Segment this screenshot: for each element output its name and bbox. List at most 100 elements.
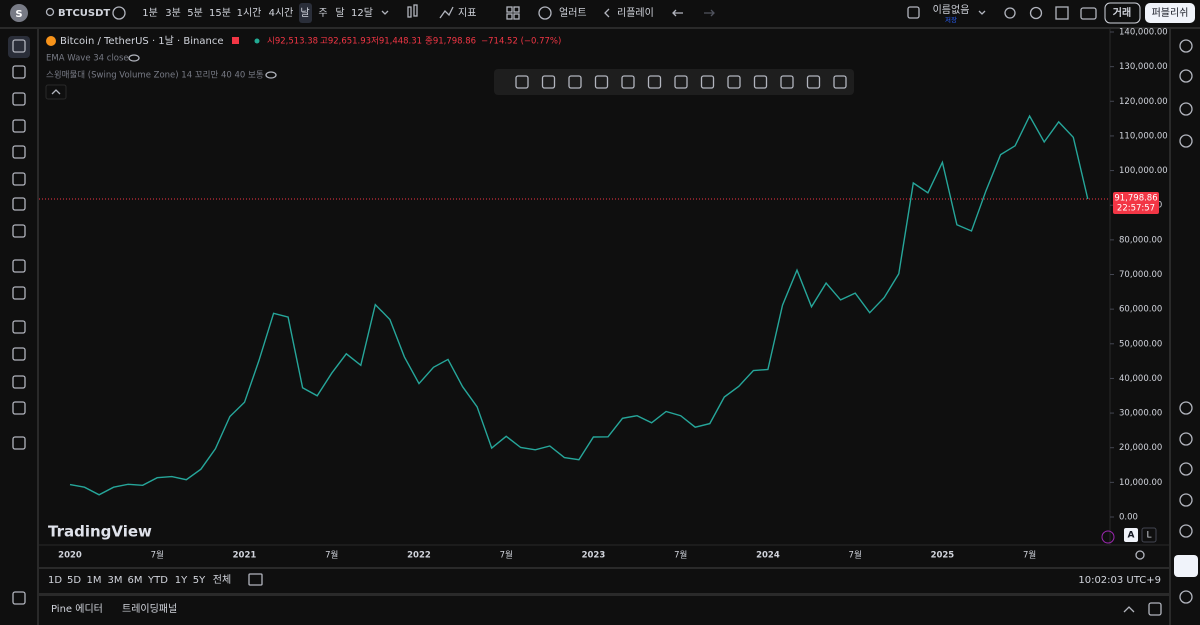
symbol[interactable]: BTCUSDT [58,8,110,19]
tool-icon[interactable] [12,436,26,450]
alert-button[interactable]: 얼러트 [559,7,587,19]
layout-icon[interactable] [506,6,513,13]
auto-scale[interactable]: A [1128,531,1135,541]
chart-type-icon[interactable] [413,4,418,17]
maximize-panel[interactable] [1148,602,1162,616]
drawing-tool[interactable] [753,75,768,89]
layout-checkbox[interactable] [907,6,920,19]
sidebar-icon[interactable] [1179,69,1193,83]
trade-button-box[interactable] [1104,2,1141,24]
drawing-tool[interactable] [568,75,582,89]
alert-icon[interactable] [538,6,552,20]
sidebar-icon[interactable] [1179,590,1193,604]
flag[interactable] [232,37,239,44]
interval-menu[interactable] [381,10,389,15]
drawing-tool[interactable] [780,75,794,89]
layout-icon[interactable] [506,13,513,20]
range-button[interactable]: 5Y [193,575,206,586]
layout-name[interactable]: 이름없음 [933,3,970,16]
publish-button-box[interactable] [1145,3,1195,23]
drawing-tool[interactable] [727,75,741,89]
undo[interactable] [672,9,683,17]
sidebar-icon[interactable] [1179,432,1193,446]
interval[interactable]: 주 [318,8,327,19]
visibility-toggle[interactable] [128,54,140,62]
tool-icon[interactable] [12,92,26,106]
apps-button[interactable] [1174,555,1198,577]
drawing-tool[interactable] [833,75,847,89]
quick-search[interactable] [1004,7,1016,19]
drawing-tool[interactable] [647,75,662,89]
publish-button[interactable]: 퍼블리쉬 [1152,7,1189,19]
tool-icon[interactable] [12,224,26,238]
interval[interactable]: 1분 [142,7,158,19]
tool-icon[interactable] [12,197,26,211]
snapshot[interactable] [1080,7,1097,20]
search-icon[interactable] [45,7,55,17]
sidebar-icon[interactable] [1179,102,1193,116]
ai-icon[interactable] [1101,530,1115,544]
tool-icon[interactable] [12,172,26,186]
tool-icon[interactable] [12,119,26,133]
drawing-tool[interactable] [594,75,609,89]
interval[interactable]: 12달 [351,7,373,19]
range-button[interactable]: 1Y [175,575,188,586]
compare-button[interactable] [112,6,126,20]
layout-menu[interactable] [978,10,986,15]
sidebar-icon[interactable] [1179,462,1193,476]
sidebar-icon[interactable] [1179,524,1193,538]
layout-icon[interactable] [513,6,520,13]
bottom-tab[interactable]: 트레이딩패널 [122,603,177,615]
tool-icon[interactable] [12,39,26,53]
range-button[interactable]: 1M [87,575,102,586]
range-button[interactable]: 3M [108,575,123,586]
interval[interactable]: 달 [335,7,344,19]
interval[interactable]: 날 [300,7,309,19]
drawing-tool[interactable] [541,75,556,89]
replay-button[interactable]: 리플레이 [617,7,654,19]
interval[interactable]: 4시간 [269,7,294,19]
tool-icon[interactable] [12,375,26,389]
auto-scale-box[interactable] [1124,528,1138,542]
drawing-tool[interactable] [674,75,688,89]
interval[interactable]: 5분 [187,7,203,19]
sidebar-icon[interactable] [1179,401,1193,415]
bottom-tab[interactable]: Pine 에디터 [51,603,103,615]
settings[interactable] [1029,6,1043,20]
indicator-icon[interactable] [439,6,454,19]
tool-icon[interactable] [12,320,26,334]
interval[interactable]: 1시간 [237,7,262,19]
replay-icon[interactable] [604,8,610,18]
interval[interactable]: 15분 [209,7,231,19]
fullscreen[interactable] [1055,6,1069,20]
drawing-tool[interactable] [700,75,715,89]
drawing-tool[interactable] [806,75,821,89]
sidebar-icon[interactable] [1179,493,1193,507]
range-button[interactable]: 1D [48,575,62,586]
range-button[interactable]: YTD [147,575,168,586]
range-button[interactable]: 6M [128,575,143,586]
trade-button[interactable]: 거래 [1113,6,1131,19]
sidebar-icon[interactable] [1179,39,1193,53]
log-scale-box[interactable] [1141,527,1157,543]
goto-date[interactable] [248,573,263,586]
tool-icon[interactable] [12,286,26,300]
tool-icon[interactable] [12,259,26,273]
expand-panel[interactable] [1123,606,1135,613]
layout-icon[interactable] [513,13,520,20]
drawing-tool[interactable] [621,75,635,89]
visibility-toggle[interactable] [265,71,277,79]
sidebar-icon[interactable] [1179,134,1193,148]
drawing-tool[interactable] [515,75,529,89]
tool-icon[interactable] [12,591,26,605]
tool-icon[interactable] [12,145,26,159]
tool-icon[interactable] [12,347,26,361]
axis-settings[interactable] [1135,550,1145,560]
collapse-legend[interactable] [45,84,67,100]
avatar[interactable] [10,4,28,22]
log-scale[interactable]: L [1146,531,1151,541]
interval[interactable]: 3분 [165,7,181,19]
indicators-button[interactable]: 지표 [458,7,476,19]
chart-type-icon[interactable] [407,6,412,18]
tool-icon[interactable] [12,65,26,79]
